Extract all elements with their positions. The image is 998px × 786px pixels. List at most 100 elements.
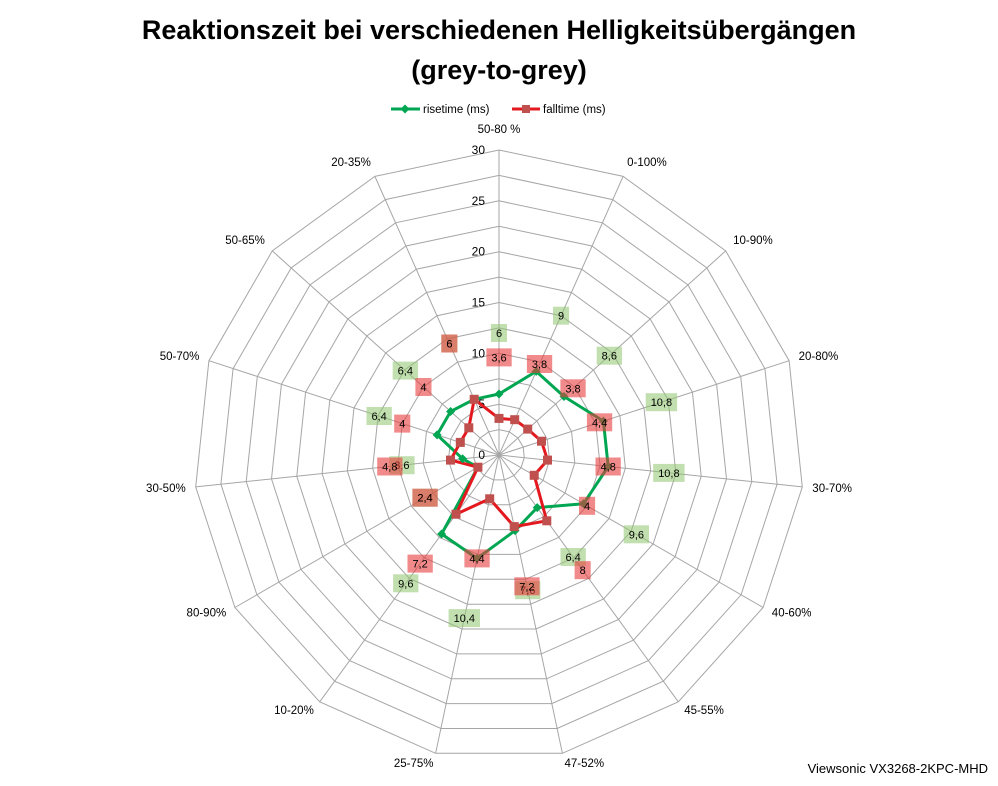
category-label: 10-20% (274, 705, 314, 717)
data-point-falltime (543, 455, 552, 465)
category-label: 45-55% (684, 705, 724, 717)
axis-tick-label: 30 (472, 143, 486, 157)
category-label: 50-80 % (478, 124, 521, 136)
series-line-risetime (435, 369, 610, 560)
data-label-falltime: 4 (415, 378, 432, 396)
axis-spoke (208, 360, 500, 456)
data-point-falltime (451, 509, 461, 519)
data-label-box (586, 413, 613, 432)
data-label-text: 7,2 (412, 559, 427, 571)
data-label-falltime: 4,8 (377, 457, 403, 476)
data-label-text: 10,8 (658, 468, 679, 480)
category-label: 30-50% (146, 483, 186, 495)
data-point-falltime (464, 423, 474, 433)
data-label-box (464, 549, 490, 568)
data-label-text: 6 (496, 328, 502, 340)
axis-tick-label: 15 (472, 296, 486, 310)
data-labels: 698,610,810,89,66,47,610,49,62,43,66,46,… (366, 306, 685, 628)
data-label-text: 4 (399, 419, 405, 431)
category-label: 10-90% (733, 235, 773, 247)
data-point-risetime (437, 529, 447, 539)
axis-tick-label: 25 (472, 194, 486, 208)
category-label: 50-65% (225, 235, 265, 247)
grid-ring (422, 378, 576, 531)
data-point-risetime (446, 407, 456, 416)
category-label: 40-60% (772, 608, 812, 620)
data-label-risetime: 6,4 (366, 407, 392, 425)
data-label-box (596, 346, 622, 365)
category-label: 47-52% (565, 758, 605, 770)
axis-spoke (435, 454, 500, 754)
data-label-falltime: 4 (579, 496, 596, 515)
data-label-falltime: 6 (441, 334, 458, 353)
legend-diamond-icon (400, 104, 410, 114)
category-label: 0-100% (627, 157, 667, 169)
data-label-risetime: 9,6 (623, 525, 649, 544)
grid (195, 149, 803, 754)
data-label-falltime: 3,8 (526, 355, 553, 373)
category-label: 25-75% (394, 758, 434, 770)
data-label-text: 9 (558, 311, 564, 323)
data-label-box (407, 554, 433, 573)
data-label-risetime: 9 (553, 306, 570, 325)
data-label-text: 7,2 (519, 581, 534, 593)
data-label-text: 8,6 (602, 351, 617, 363)
data-label-box (595, 457, 621, 476)
data-point-falltime (542, 516, 552, 526)
data-point-risetime (458, 454, 468, 464)
grid-ring (245, 200, 753, 705)
data-label-box (645, 393, 678, 412)
data-label-text: 9,6 (629, 529, 644, 541)
data-point-risetime (532, 503, 542, 513)
category-label: 50-70% (160, 351, 200, 363)
axis-tick-label: 10 (472, 346, 486, 360)
series-line-falltime (449, 397, 549, 529)
grid-ring (447, 403, 551, 506)
axis-spoke (234, 454, 500, 608)
grid-ring (346, 301, 652, 605)
data-label-box (490, 324, 507, 342)
axis-spoke (271, 250, 500, 456)
data-label-text: 6,4 (398, 366, 413, 378)
axis-spoke (374, 176, 500, 456)
data-label-box (441, 334, 458, 353)
data-label-box (553, 306, 570, 325)
axis-spoke (498, 454, 563, 754)
data-label-box (574, 561, 591, 580)
data-label-text: 10,8 (651, 397, 672, 409)
data-label-falltime: 7,2 (407, 554, 433, 573)
data-label-risetime: 8,6 (596, 346, 622, 365)
data-label-box (579, 496, 596, 515)
data-point-falltime (455, 437, 465, 447)
chart-title: Reaktionszeit bei verschiedenen Helligke… (0, 10, 998, 90)
grid-ring (397, 352, 601, 555)
data-label-box (448, 609, 480, 628)
legend: risetime (ms) falltime (ms) (391, 104, 606, 116)
data-label-box (394, 414, 411, 433)
data-label-box (560, 379, 586, 398)
chart-title-line-2: (grey-to-grey) (411, 55, 587, 85)
data-label-text: 4,8 (382, 462, 397, 474)
data-label-risetime: 10,4 (448, 609, 480, 628)
data-point-falltime (510, 415, 520, 425)
data-label-falltime: 4,4 (464, 549, 490, 568)
legend-label-risetime: risetime (ms) (423, 104, 490, 116)
grid-ring (473, 429, 525, 481)
category-label: 80-90% (187, 608, 227, 620)
chart-title-line-1: Reaktionszeit bei verschiedenen Helligke… (141, 15, 857, 45)
axis-spoke (498, 360, 790, 456)
data-label-box (623, 525, 649, 544)
data-label-text: 4 (584, 501, 590, 513)
data-point-risetime (432, 430, 442, 440)
data-label-falltime: 8 (574, 561, 591, 580)
grid-ring (296, 251, 702, 655)
grid-ring (270, 225, 728, 680)
data-point-falltime (485, 494, 495, 504)
data-point-falltime (446, 455, 455, 465)
grid-ring (321, 276, 677, 630)
data-point-falltime (523, 424, 533, 434)
data-label-falltime: 4 (394, 414, 411, 433)
legend-item-risetime: risetime (ms) (391, 104, 490, 116)
data-label-risetime: 9,6 (393, 574, 419, 593)
